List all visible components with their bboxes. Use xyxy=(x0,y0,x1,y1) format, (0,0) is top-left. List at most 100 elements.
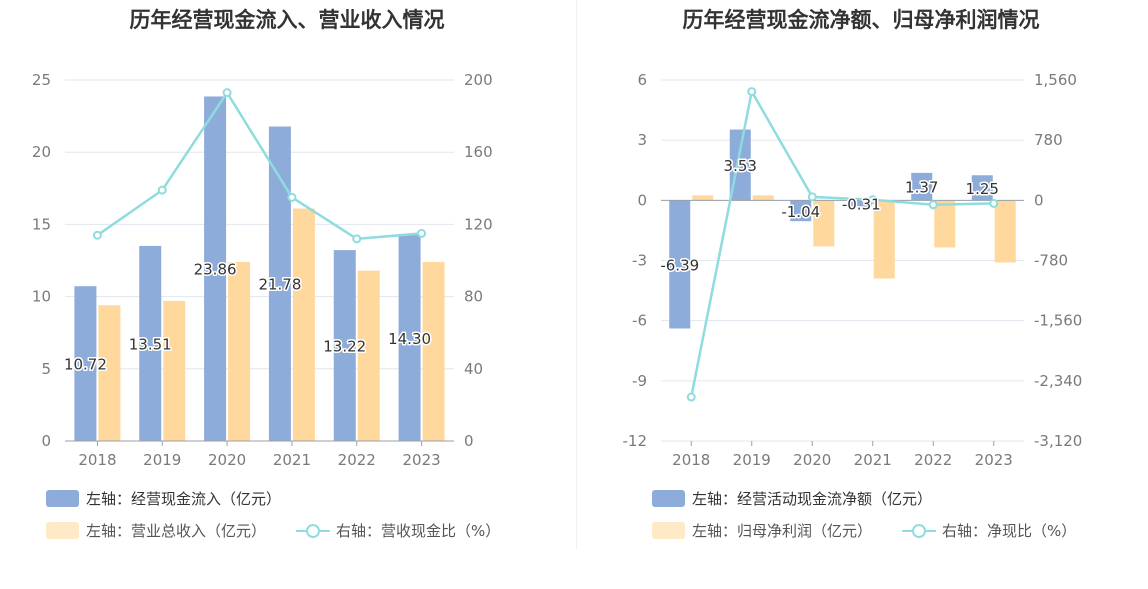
data-label: 14.30 xyxy=(388,330,431,348)
bar-primary xyxy=(729,129,751,201)
ratio-point xyxy=(352,234,362,244)
data-label: 23.86 xyxy=(194,261,237,279)
x-tick-label: 2018 xyxy=(672,451,710,469)
ratio-point xyxy=(92,230,102,240)
y-tick-label-right: -3,120 xyxy=(1034,432,1082,450)
ratio-point xyxy=(747,87,757,97)
bar-primary xyxy=(911,172,933,201)
x-tick-label: 2020 xyxy=(793,451,831,469)
y-tick-label-left: 10 xyxy=(32,288,51,306)
x-tick-label: 2022 xyxy=(338,451,376,469)
data-label: 1.25 xyxy=(966,180,999,198)
legend-item-revenue[interactable]: 左轴：营业总收入（亿元） xyxy=(46,520,266,541)
x-tick-label: 2019 xyxy=(143,451,181,469)
y-tick-label-right: 200 xyxy=(464,71,493,89)
chart-canvas: 0 5 10 15 20 25 0 40 80 120 160 200 2018 2019 2020 2021… xyxy=(32,71,493,469)
legend-item-ratio[interactable]: 右轴：营收现金比（%） xyxy=(296,520,500,541)
data-label: 13.51 xyxy=(129,335,172,353)
y-tick-label-right: 120 xyxy=(464,215,493,233)
bar-primary xyxy=(790,200,812,222)
legend-label: 左轴：经营活动现金流净额（亿元） xyxy=(692,490,933,508)
y-tick-label-right: -1,560 xyxy=(1034,312,1082,330)
ratio-point xyxy=(417,228,427,238)
bar-primary xyxy=(74,286,97,441)
legend-label: 右轴：净现比（%） xyxy=(942,522,1077,540)
y-tick-label-left: 15 xyxy=(32,215,51,233)
bar-secondary xyxy=(994,200,1016,263)
y-tick-label-right: 780 xyxy=(1034,131,1063,149)
y-tick-label-left: -12 xyxy=(623,432,648,450)
legend-line-marker xyxy=(902,522,936,540)
ratio-point xyxy=(807,192,817,202)
chart-panel-netcash-profit: 历年经营现金流净额、归母净利润情况 -12 -9 -6 -3 0 3 6 -3,120 -2,3… xyxy=(574,0,1148,589)
legend-item-net-ratio[interactable]: 右轴：净现比（%） xyxy=(902,520,1076,541)
legend-line-marker xyxy=(296,522,330,540)
panel-divider xyxy=(576,0,577,550)
y-tick-label-left: -9 xyxy=(632,372,647,390)
bar-secondary xyxy=(692,195,714,201)
legend-item-inflow[interactable]: 左轴：经营现金流入（亿元） xyxy=(46,488,281,509)
data-label: 3.53 xyxy=(724,157,757,175)
y-tick-label-right: 80 xyxy=(464,288,483,306)
legend-item-net-cash[interactable]: 左轴：经营活动现金流净额（亿元） xyxy=(652,488,932,509)
bar-primary xyxy=(139,245,162,441)
ratio-point xyxy=(868,195,878,205)
legend-label: 右轴：营收现金比（%） xyxy=(336,522,501,540)
legend-label: 左轴：归母净利润（亿元） xyxy=(692,522,873,540)
bar-secondary xyxy=(873,200,895,279)
data-label: 10.72 xyxy=(64,356,107,374)
y-tick-label-left: 3 xyxy=(637,131,647,149)
bar-primary xyxy=(850,200,872,207)
chart-title: 历年经营现金流净额、归母净利润情况 xyxy=(682,8,1040,32)
bar-secondary xyxy=(292,208,315,441)
chart-panel-cashflow-revenue: 历年经营现金流入、营业收入情况 0 5 10 15 20 25 0 40 80 120 160 200… xyxy=(32,8,500,541)
ratio-line xyxy=(96,90,422,241)
data-label: -1.04 xyxy=(781,203,820,221)
bar-primary xyxy=(268,126,291,442)
y-tick-label-right: 160 xyxy=(464,143,493,161)
legend-swatch xyxy=(652,522,685,539)
y-tick-label-left: 0 xyxy=(637,191,647,209)
data-label: 1.37 xyxy=(905,179,938,197)
legend-item-net-profit[interactable]: 左轴：归母净利润（亿元） xyxy=(652,520,872,541)
ratio-point xyxy=(928,200,938,210)
bar-primary xyxy=(398,234,421,441)
chart-canvas: -12 -9 -6 -3 0 3 6 -3,120 -2,340 -1,560 -780 0 780 1,… xyxy=(623,71,1083,469)
bar-secondary xyxy=(752,195,774,201)
chart-title: 历年经营现金流入、营业收入情况 xyxy=(129,8,445,32)
x-tick-label: 2021 xyxy=(273,451,311,469)
ratio-point xyxy=(157,185,167,195)
legend-swatch xyxy=(46,522,79,539)
y-tick-label-left: 5 xyxy=(41,360,51,378)
ratio-point xyxy=(989,198,999,208)
y-tick-label-left: 25 xyxy=(32,71,51,89)
bar-secondary xyxy=(163,300,186,441)
ratio-point xyxy=(686,392,696,402)
data-label: -6.39 xyxy=(660,256,699,274)
bar-secondary xyxy=(228,261,251,441)
x-tick-label: 2018 xyxy=(78,451,116,469)
y-tick-label-left: -3 xyxy=(632,252,647,270)
y-tick-label-right: 1,560 xyxy=(1034,71,1077,89)
y-tick-label-right: -780 xyxy=(1034,252,1068,270)
x-tick-label: 2023 xyxy=(975,451,1013,469)
x-tick-label: 2022 xyxy=(914,451,952,469)
y-tick-label-right: 40 xyxy=(464,360,483,378)
bar-primary xyxy=(204,96,227,441)
ratio-point xyxy=(287,192,297,202)
data-label: 13.22 xyxy=(323,338,366,356)
data-label: -0.31 xyxy=(842,195,881,213)
y-tick-label-left: -6 xyxy=(632,312,647,330)
data-label: 21.78 xyxy=(258,276,301,294)
bar-secondary xyxy=(98,305,121,441)
y-tick-label-left: 6 xyxy=(637,71,647,89)
y-tick-label-right: -2,340 xyxy=(1034,372,1082,390)
y-tick-label-left: 0 xyxy=(41,432,51,450)
ratio-line xyxy=(690,88,994,398)
x-tick-label: 2023 xyxy=(402,451,440,469)
legend-label: 左轴：营业总收入（亿元） xyxy=(86,522,267,540)
legend-swatch xyxy=(652,490,685,507)
bar-secondary xyxy=(934,200,956,248)
ratio-point xyxy=(222,88,232,98)
legend-label: 左轴：经营现金流入（亿元） xyxy=(86,490,282,508)
